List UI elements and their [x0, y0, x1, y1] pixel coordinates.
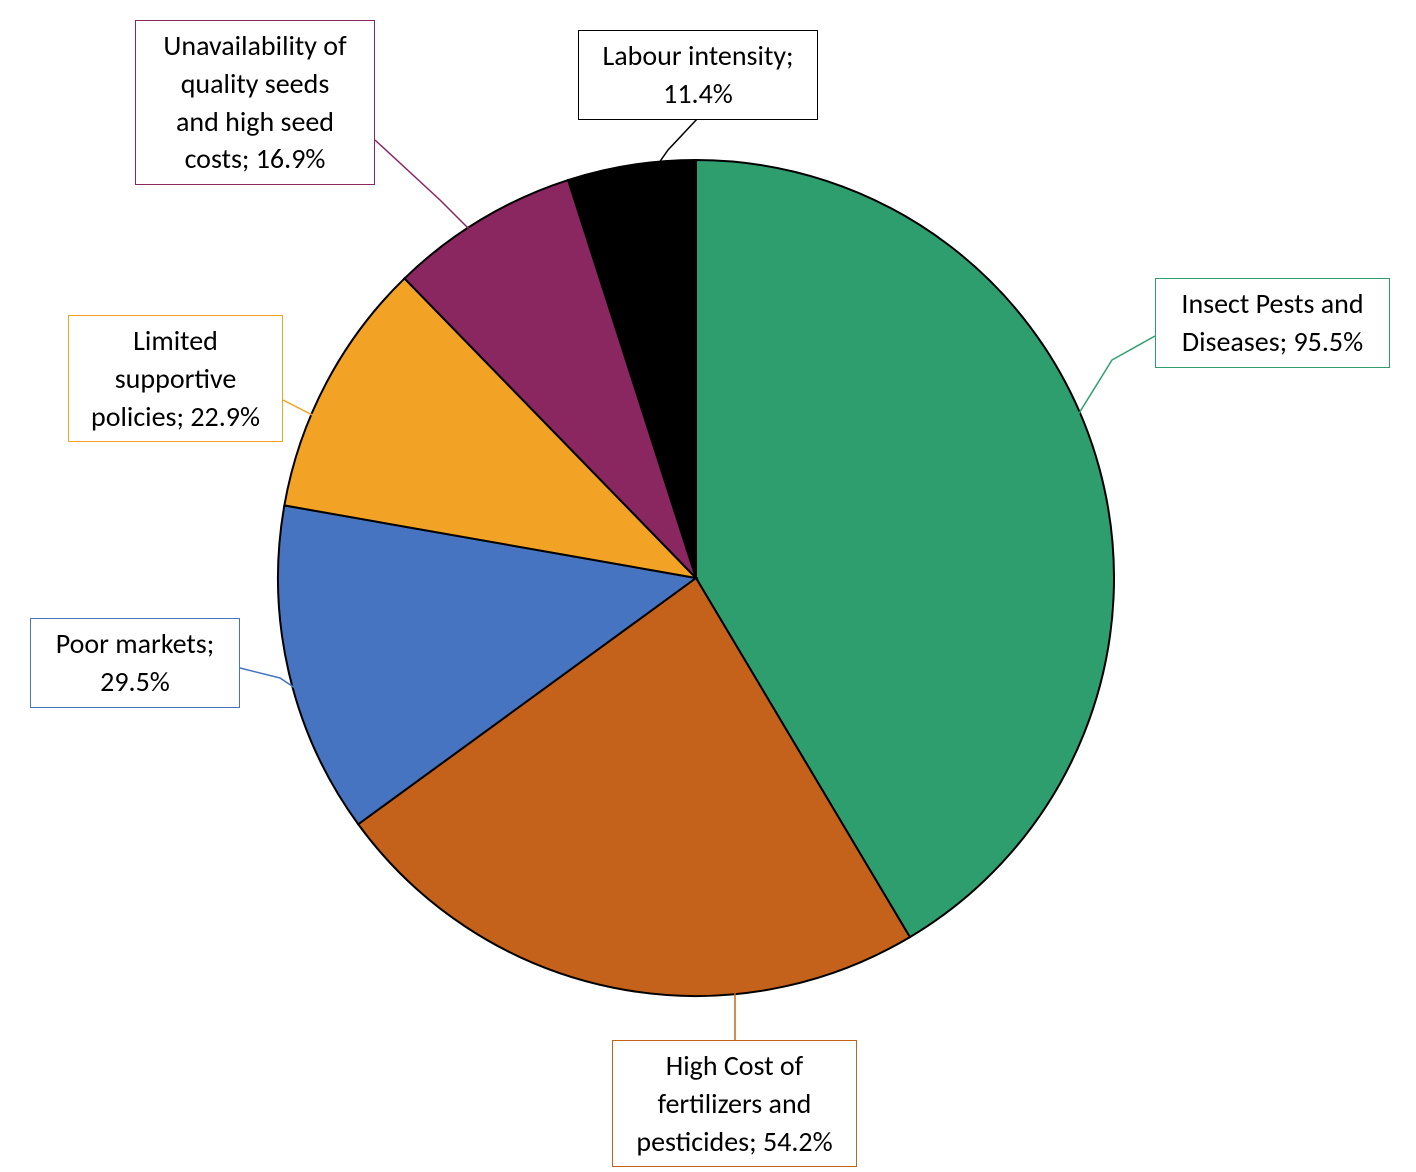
slice-label-text-4-0: Unavailability of [146, 27, 364, 65]
pie-chart-container: Insect Pests andDiseases; 95.5% High Cost… [0, 0, 1416, 1167]
slice-label-text-0-1: Diseases; 95.5% [1166, 323, 1379, 361]
slice-label-text-5-1: 11.4% [589, 75, 807, 113]
slice-label-text-3-0: Limited [79, 322, 272, 360]
slice-label-5: Labour intensity;11.4% [578, 30, 818, 120]
slice-label-text-4-2: and high seed [146, 103, 364, 141]
slice-label-text-1-0: High Cost of [623, 1047, 846, 1085]
slice-label-text-2-0: Poor markets; [41, 625, 229, 663]
slice-label-text-2-1: 29.5% [41, 663, 229, 701]
slice-label-text-4-3: costs; 16.9% [146, 140, 364, 178]
slice-label-text-0-0: Insect Pests and [1166, 285, 1379, 323]
slice-label-1: High Cost offertilizers andpesticides; 5… [612, 1040, 857, 1167]
slice-label-0: Insect Pests andDiseases; 95.5% [1155, 278, 1390, 368]
slice-label-text-4-1: quality seeds [146, 65, 364, 103]
slice-label-text-1-1: fertilizers and [623, 1085, 846, 1123]
slice-label-4: Unavailability ofquality seedsand high s… [135, 20, 375, 185]
slice-label-text-5-0: Labour intensity; [589, 37, 807, 75]
slice-label-3: Limitedsupportivepolicies; 22.9% [68, 315, 283, 442]
slice-label-text-3-2: policies; 22.9% [79, 398, 272, 436]
slice-label-text-1-2: pesticides; 54.2% [623, 1123, 846, 1161]
slice-label-text-3-1: supportive [79, 360, 272, 398]
slice-label-2: Poor markets;29.5% [30, 618, 240, 708]
